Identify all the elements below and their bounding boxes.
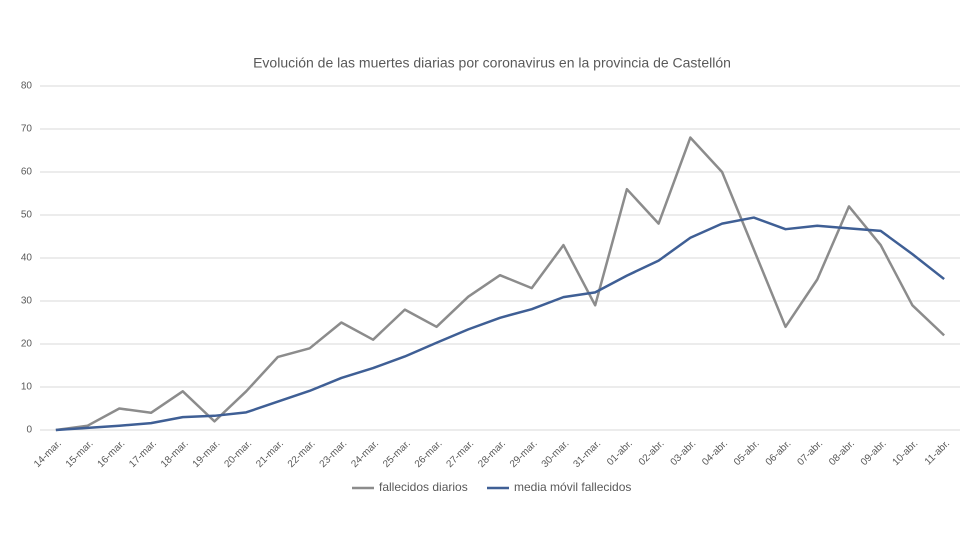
x-tick-label: 06-abr. <box>764 438 794 468</box>
x-tick-label: 28-mar. <box>476 438 508 470</box>
x-tick-label: 27-mar. <box>445 438 477 470</box>
x-tick-label: 22-mar. <box>286 438 318 470</box>
x-tick-label: 03-abr. <box>669 438 699 468</box>
x-tick-label: 25-mar. <box>381 438 413 470</box>
x-tick-label: 18-mar. <box>159 438 191 470</box>
y-tick-label: 70 <box>21 124 33 135</box>
series-line <box>55 136 945 432</box>
y-tick-label: 50 <box>21 210 33 221</box>
x-tick-label: 29-mar. <box>508 438 540 470</box>
y-tick-label: 0 <box>26 425 32 436</box>
x-tick-label: 01-abr. <box>605 438 635 468</box>
x-tick-label: 20-mar. <box>222 438 254 470</box>
x-tick-label: 30-mar. <box>540 438 572 470</box>
y-tick-label: 20 <box>21 339 33 350</box>
x-tick-label: 31-mar. <box>571 438 603 470</box>
y-tick-label: 10 <box>21 382 33 393</box>
legend-label: media móvil fallecidos <box>514 480 631 494</box>
x-tick-label: 26-mar. <box>413 438 445 470</box>
x-tick-label: 15-mar. <box>64 438 96 470</box>
x-tick-label: 07-abr. <box>795 438 825 468</box>
y-tick-label: 80 <box>21 81 33 92</box>
x-tick-label: 23-mar. <box>318 438 350 470</box>
x-tick-label: 17-mar. <box>127 438 159 470</box>
y-tick-label: 30 <box>21 296 33 307</box>
legend-label: fallecidos diarios <box>379 480 468 494</box>
x-tick-label: 05-abr. <box>732 438 762 468</box>
x-tick-label: 10-abr. <box>891 438 921 468</box>
x-tick-label: 04-abr. <box>700 438 730 468</box>
y-tick-label: 40 <box>21 253 33 264</box>
x-tick-label: 19-mar. <box>191 438 223 470</box>
x-tick-label: 14-mar. <box>32 438 64 470</box>
chart-title: Evolución de las muertes diarias por cor… <box>253 55 731 71</box>
y-tick-label: 60 <box>21 167 33 178</box>
x-tick-label: 09-abr. <box>859 438 889 468</box>
x-tick-label: 08-abr. <box>827 438 857 468</box>
x-tick-label: 02-abr. <box>637 438 667 468</box>
x-tick-label: 24-mar. <box>349 438 381 470</box>
x-tick-label: 16-mar. <box>96 438 128 470</box>
series-line <box>55 216 945 432</box>
x-tick-label: 21-mar. <box>254 438 286 470</box>
x-tick-label: 11-abr. <box>923 438 952 467</box>
